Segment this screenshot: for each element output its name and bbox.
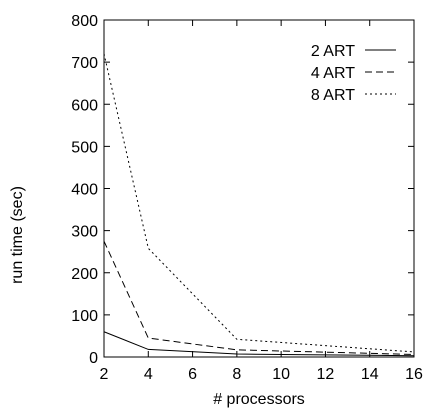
series-line-2 — [103, 240, 415, 355]
legend-label-3: 8 ART — [311, 87, 355, 104]
legend-label-1: 2 ART — [311, 43, 355, 60]
series-line-3 — [103, 53, 415, 353]
axes: 2 4 6 8 10 12 14 16 0 100 200 300 400 500 600 700 800 — [71, 13, 423, 383]
x-tick-label: 2 — [100, 366, 109, 383]
y-tick-label: 700 — [71, 55, 98, 72]
y-tick-label: 500 — [71, 139, 98, 156]
series-layer — [103, 53, 415, 357]
y-tick-label: 200 — [71, 266, 98, 283]
y-axis-label: run time (sec) — [9, 186, 26, 284]
x-tick-label: 14 — [361, 366, 379, 383]
series-line-1 — [103, 331, 415, 357]
x-tick-label: 8 — [232, 366, 241, 383]
x-tick-label: 16 — [405, 366, 423, 383]
legend-label-2: 4 ART — [311, 65, 355, 82]
x-tick-label: 12 — [317, 366, 335, 383]
plot-frame — [103, 19, 415, 358]
x-tick-label: 6 — [188, 366, 197, 383]
legend: 2 ART 4 ART 8 ART — [311, 43, 396, 104]
y-tick-label: 600 — [71, 97, 98, 114]
y-tick-label: 300 — [71, 224, 98, 241]
y-tick-label: 100 — [71, 308, 98, 325]
x-tick-label: 4 — [144, 366, 153, 383]
y-tick-label: 400 — [71, 182, 98, 199]
y-tick-label: 800 — [71, 13, 98, 30]
x-tick-label: 10 — [272, 366, 290, 383]
y-tick-label: 0 — [89, 350, 98, 367]
x-axis-label: # processors — [213, 391, 305, 408]
